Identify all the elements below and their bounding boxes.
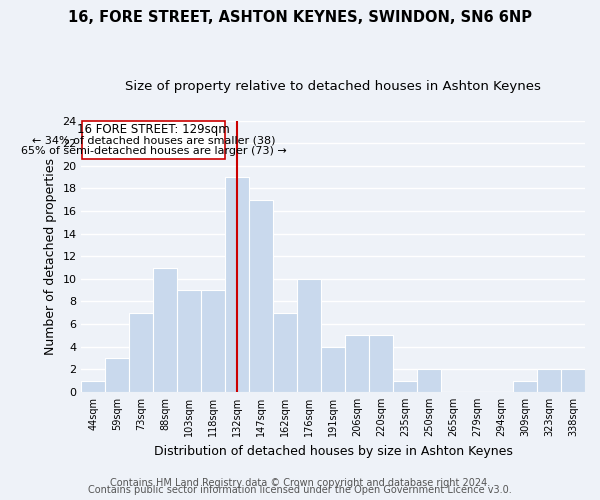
Text: Contains public sector information licensed under the Open Government Licence v3: Contains public sector information licen… (88, 485, 512, 495)
Bar (106, 358, 130, 392)
Bar (249, 200, 273, 392)
Bar (393, 380, 417, 392)
Text: 16 FORE STREET: 129sqm: 16 FORE STREET: 129sqm (77, 123, 230, 136)
Bar (369, 336, 393, 392)
Bar (321, 346, 345, 392)
Bar (154, 268, 178, 392)
FancyBboxPatch shape (82, 120, 225, 159)
Bar (537, 370, 561, 392)
Bar (345, 336, 369, 392)
Bar (417, 370, 441, 392)
Text: ← 34% of detached houses are smaller (38): ← 34% of detached houses are smaller (38… (32, 136, 275, 146)
Text: 16, FORE STREET, ASHTON KEYNES, SWINDON, SN6 6NP: 16, FORE STREET, ASHTON KEYNES, SWINDON,… (68, 10, 532, 25)
X-axis label: Distribution of detached houses by size in Ashton Keynes: Distribution of detached houses by size … (154, 444, 512, 458)
Bar (226, 177, 249, 392)
Bar (202, 290, 226, 392)
Text: 65% of semi-detached houses are larger (73) →: 65% of semi-detached houses are larger (… (20, 146, 286, 156)
Bar (82, 380, 106, 392)
Bar (178, 290, 202, 392)
Bar (130, 313, 154, 392)
Bar (297, 279, 321, 392)
Bar (513, 380, 537, 392)
Y-axis label: Number of detached properties: Number of detached properties (44, 158, 57, 354)
Bar (561, 370, 585, 392)
Text: Contains HM Land Registry data © Crown copyright and database right 2024.: Contains HM Land Registry data © Crown c… (110, 478, 490, 488)
Title: Size of property relative to detached houses in Ashton Keynes: Size of property relative to detached ho… (125, 80, 541, 93)
Bar (273, 313, 297, 392)
